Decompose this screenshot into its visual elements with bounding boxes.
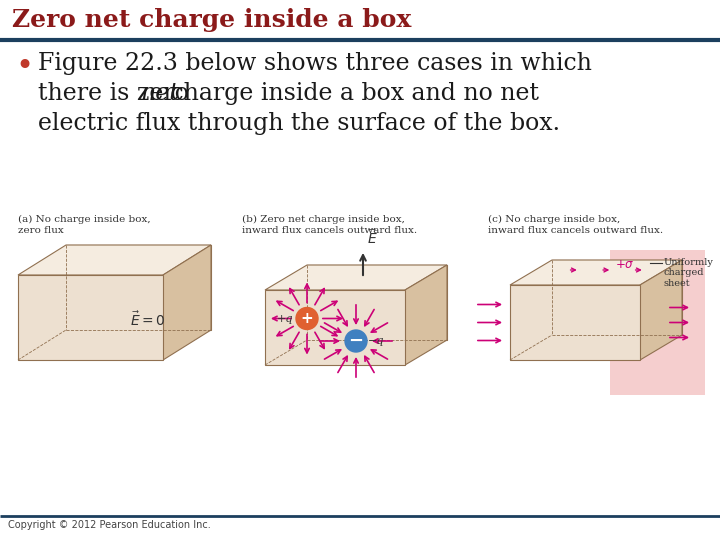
Polygon shape bbox=[18, 245, 211, 275]
Bar bbox=[610, 250, 705, 395]
Circle shape bbox=[296, 307, 318, 329]
Text: charge inside a box and no net: charge inside a box and no net bbox=[163, 82, 539, 105]
Text: +q: +q bbox=[276, 314, 293, 323]
Text: Figure 22.3 below shows three cases in which: Figure 22.3 below shows three cases in w… bbox=[38, 52, 592, 75]
Text: −: − bbox=[348, 332, 364, 350]
Text: Copyright © 2012 Pearson Education Inc.: Copyright © 2012 Pearson Education Inc. bbox=[8, 520, 211, 530]
Polygon shape bbox=[163, 245, 211, 360]
Polygon shape bbox=[265, 265, 447, 290]
Text: $+\sigma$: $+\sigma$ bbox=[615, 258, 634, 271]
Text: +: + bbox=[301, 311, 313, 326]
Polygon shape bbox=[265, 290, 405, 365]
Text: $\vec{E}=0$: $\vec{E}=0$ bbox=[130, 310, 166, 329]
Polygon shape bbox=[405, 265, 447, 365]
Text: there is zero: there is zero bbox=[38, 82, 197, 105]
Polygon shape bbox=[552, 260, 682, 335]
Polygon shape bbox=[307, 265, 447, 340]
Polygon shape bbox=[510, 260, 682, 285]
Text: $\vec{E}$: $\vec{E}$ bbox=[367, 228, 378, 247]
Text: (c) No charge inside box,
inward flux cancels outward flux.: (c) No charge inside box, inward flux ca… bbox=[488, 215, 663, 234]
Text: •: • bbox=[15, 52, 33, 81]
Text: (b) Zero net charge inside box,
inward flux cancels outward flux.: (b) Zero net charge inside box, inward f… bbox=[242, 215, 417, 234]
Polygon shape bbox=[66, 245, 211, 330]
Polygon shape bbox=[510, 285, 640, 360]
Polygon shape bbox=[640, 260, 682, 360]
Text: −q: −q bbox=[368, 336, 384, 346]
Text: (a) No charge inside box,
zero flux: (a) No charge inside box, zero flux bbox=[18, 215, 150, 234]
Circle shape bbox=[345, 330, 367, 352]
Text: Uniformly
charged
sheet: Uniformly charged sheet bbox=[664, 258, 714, 288]
Text: net: net bbox=[140, 82, 179, 105]
Polygon shape bbox=[18, 275, 163, 360]
Text: Zero net charge inside a box: Zero net charge inside a box bbox=[12, 8, 411, 32]
Text: electric flux through the surface of the box.: electric flux through the surface of the… bbox=[38, 112, 560, 135]
